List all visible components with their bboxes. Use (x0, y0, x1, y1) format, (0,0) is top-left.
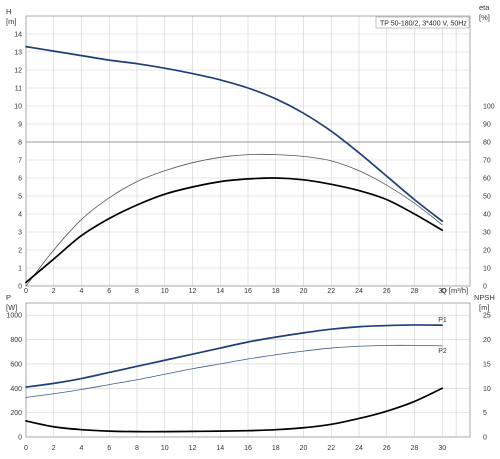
top-right-tick-50: 50 (483, 194, 491, 201)
top-right-axis-label-1: eta (479, 3, 490, 12)
bot-series-line-p2 (25, 344, 443, 398)
bottom-right-axis-label-2: [m] (479, 303, 489, 312)
top-series-line-1 (25, 153, 443, 287)
top-right-tick-0: 0 (483, 284, 487, 291)
bot-right-tick-10: 10 (483, 386, 491, 393)
top-left-tick-0: 0 (18, 284, 22, 291)
top-left-axis-label-2: [m] (6, 17, 16, 26)
top-left-tick-9: 9 (18, 122, 22, 129)
bot-x-tick-30: 30 (438, 445, 446, 452)
bottom-tick-labels: 0 2 4 6 8 10 12 14 16 18 20 22 24 26 28 300200400600800… (6, 313, 490, 452)
top-right-tick-90: 90 (483, 122, 491, 129)
top-right-tick-20: 20 (483, 248, 491, 255)
top-left-tick-12: 12 (14, 68, 22, 75)
bot-x-tick-6: 6 (107, 445, 111, 452)
top-left-tick-13: 13 (14, 50, 22, 57)
bot-left-tick-800: 800 (10, 337, 22, 344)
bot-left-tick-400: 400 (10, 386, 22, 393)
bot-right-tick-5: 5 (483, 410, 487, 417)
top-x-tick-4: 4 (80, 288, 84, 295)
bot-x-tick-14: 14 (216, 445, 224, 452)
top-left-axis-label-1: H (6, 7, 11, 16)
top-left-tick-2: 2 (18, 248, 22, 255)
top-plot-frame (25, 15, 471, 287)
top-left-tick-6: 6 (18, 176, 22, 183)
bottom-left-axis-label-2: [W] (6, 303, 17, 312)
bot-x-tick-18: 18 (272, 445, 280, 452)
top-left-tick-14: 14 (14, 32, 22, 39)
bottom-series-group: P1 P2 (25, 317, 447, 433)
bot-series-line-2 (25, 387, 444, 433)
top-gridlines (25, 16, 470, 287)
top-x-tick-0: 0 (24, 288, 28, 295)
bot-x-tick-28: 28 (411, 445, 419, 452)
top-left-tick-4: 4 (18, 212, 22, 219)
bot-right-tick-25: 25 (483, 313, 491, 320)
top-series-line-2 (25, 177, 444, 284)
top-left-tick-8: 8 (18, 140, 22, 147)
bot-x-tick-10: 10 (161, 445, 169, 452)
top-right-tick-40: 40 (483, 212, 491, 219)
top-right-tick-30: 30 (483, 230, 491, 237)
bot-x-tick-0: 0 (24, 445, 28, 452)
top-right-tick-80: 80 (483, 140, 491, 147)
bottom-plot-frame (25, 302, 471, 438)
bot-left-tick-1000: 1000 (6, 313, 22, 320)
top-left-tick-1: 1 (18, 266, 22, 273)
top-x-tick-24: 24 (355, 288, 363, 295)
top-right-tick-70: 70 (483, 158, 491, 165)
bot-x-tick-26: 26 (383, 445, 391, 452)
top-x-tick-2: 2 (52, 288, 56, 295)
top-x-tick-20: 20 (300, 288, 308, 295)
bot-right-tick-20: 20 (483, 337, 491, 344)
top-right-axis-label-2: [%] (479, 13, 490, 22)
top-x-tick-18: 18 (272, 288, 280, 295)
bot-left-tick-600: 600 (10, 361, 22, 368)
bot-series-label-p1: P1 (438, 317, 447, 324)
top-left-tick-11: 11 (15, 86, 22, 93)
bot-left-tick-0: 0 (18, 435, 22, 442)
top-tick-labels: 0 2 4 6 8 10 12 14 16 18 20 22 24 26 28 300123456789101… (14, 32, 495, 296)
top-x-tick-26: 26 (383, 288, 391, 295)
bot-x-tick-22: 22 (327, 445, 335, 452)
chart-title-box (375, 16, 470, 29)
top-left-tick-3: 3 (18, 230, 22, 237)
top-left-tick-7: 7 (18, 158, 22, 165)
top-x-tick-6: 6 (107, 288, 111, 295)
bot-right-tick-0: 0 (483, 435, 487, 442)
top-right-tick-10: 10 (483, 266, 491, 273)
bot-x-tick-12: 12 (189, 445, 197, 452)
top-x-tick-14: 14 (216, 288, 224, 295)
bot-series-label-p2: P2 (438, 348, 447, 355)
chart-title: TP 50-180/2, 3*400 V, 50Hz (380, 21, 467, 28)
bot-x-tick-20: 20 (300, 445, 308, 452)
bot-x-tick-24: 24 (355, 445, 363, 452)
top-x-tick-30: 30 (438, 288, 446, 295)
bot-x-tick-2: 2 (52, 445, 56, 452)
bot-x-tick-8: 8 (135, 445, 139, 452)
bot-series-line-p1 (25, 324, 444, 388)
top-x-tick-22: 22 (327, 288, 335, 295)
top-series-line-0 (25, 45, 444, 223)
bot-right-tick-15: 15 (483, 361, 491, 368)
top-series-group (25, 45, 444, 287)
bot-x-tick-16: 16 (244, 445, 252, 452)
top-right-tick-100: 100 (483, 104, 495, 111)
top-x-tick-8: 8 (135, 288, 139, 295)
top-x-tick-10: 10 (161, 288, 169, 295)
top-x-tick-28: 28 (411, 288, 419, 295)
top-right-tick-60: 60 (483, 176, 491, 183)
bot-x-tick-4: 4 (80, 445, 84, 452)
top-left-tick-5: 5 (18, 194, 22, 201)
bottom-left-axis-label-1: P (6, 293, 11, 302)
bottom-right-axis-label-1: NPSH (474, 293, 495, 302)
bot-left-tick-200: 200 (10, 410, 22, 417)
top-x-tick-12: 12 (189, 288, 197, 295)
top-x-tick-16: 16 (244, 288, 252, 295)
top-x-axis-label: Q [m³/h] (441, 286, 468, 295)
top-left-tick-10: 10 (14, 104, 22, 111)
